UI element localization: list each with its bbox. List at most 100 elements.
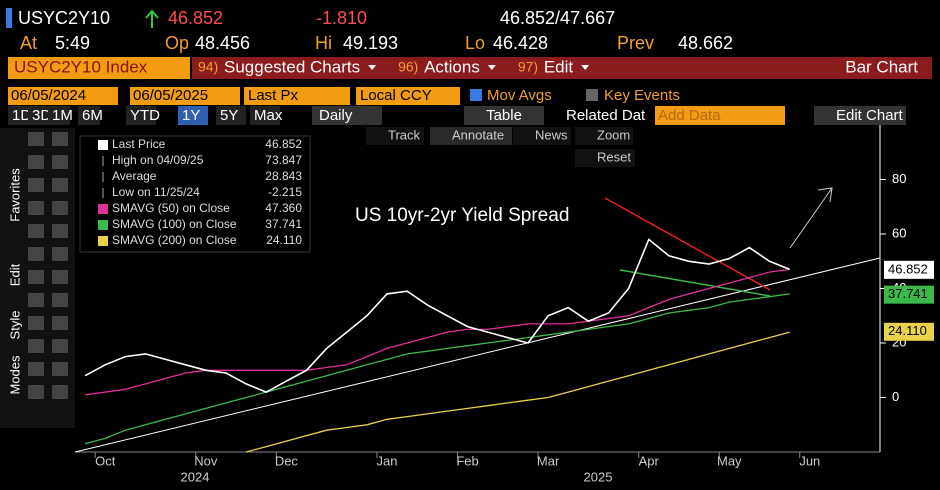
menu-number[interactable]: 94)	[198, 59, 218, 75]
period-label[interactable]: 6M	[82, 107, 103, 124]
edit-chart[interactable]: Edit Chart	[836, 107, 904, 124]
price-tag	[884, 322, 934, 341]
tool-icon[interactable]	[52, 247, 68, 261]
period-label[interactable]: 5Y	[220, 107, 238, 124]
period-label[interactable]: 1Y	[182, 107, 200, 124]
tool-icon[interactable]	[28, 385, 44, 399]
period-button[interactable]	[250, 106, 280, 125]
tool-icon[interactable]	[28, 362, 44, 376]
tool-button[interactable]	[430, 127, 512, 145]
tool-icon[interactable]	[52, 224, 68, 238]
tool-label[interactable]: Zoom	[597, 127, 630, 142]
table[interactable]: Table	[486, 107, 522, 124]
period-button[interactable]	[216, 106, 246, 125]
menu-bar	[192, 57, 932, 79]
period-button[interactable]	[8, 106, 30, 125]
security-box[interactable]	[8, 57, 190, 79]
field[interactable]: Last Px	[248, 87, 299, 104]
tool-label[interactable]: Track	[388, 127, 421, 142]
end-date-box[interactable]	[130, 87, 240, 105]
menu-label[interactable]: Edit	[544, 57, 574, 76]
currency-box[interactable]	[356, 87, 460, 105]
period-button[interactable]	[126, 106, 156, 125]
related[interactable]: Related Dat	[566, 107, 646, 124]
tool-button[interactable]	[575, 149, 635, 167]
x-tick-label: Jun	[799, 453, 820, 468]
tool-icon[interactable]	[52, 362, 68, 376]
start-date[interactable]: 06/05/2024	[11, 87, 86, 104]
table-box[interactable]	[464, 106, 544, 125]
tool-icon[interactable]	[52, 316, 68, 330]
tool-icon[interactable]	[52, 339, 68, 353]
tool-icon[interactable]	[52, 201, 68, 215]
chart-kind[interactable]: Bar Chart	[845, 57, 918, 76]
tool-label[interactable]: News	[535, 127, 568, 142]
open: 48.456	[195, 33, 250, 53]
tool-icon[interactable]	[28, 178, 44, 192]
add-data-box[interactable]	[655, 106, 785, 125]
tool-icon[interactable]	[52, 155, 68, 169]
period-button[interactable]	[48, 106, 70, 125]
tool-button[interactable]	[366, 127, 424, 145]
menu-number[interactable]: 97)	[518, 59, 538, 75]
end-date[interactable]: 06/05/2025	[133, 87, 208, 104]
tool-icon[interactable]	[52, 178, 68, 192]
legend-value: -2.215	[268, 185, 302, 199]
period-button[interactable]	[178, 106, 208, 125]
tool-icon[interactable]	[28, 339, 44, 353]
menu-label[interactable]: Suggested Charts	[224, 57, 360, 76]
sidebar-label[interactable]: Favorites	[7, 168, 22, 222]
menu-number[interactable]: 96)	[398, 59, 418, 75]
key-events[interactable]: Key Events	[604, 87, 680, 104]
period-label[interactable]: YTD	[130, 107, 160, 124]
sidebar-label[interactable]: Modes	[7, 355, 22, 395]
tool-icon[interactable]	[28, 316, 44, 330]
mov-avgs[interactable]: Mov Avgs	[487, 87, 552, 104]
tool-icon[interactable]	[28, 224, 44, 238]
legend-value: 37.741	[265, 217, 302, 231]
tool-icon[interactable]	[52, 385, 68, 399]
tool-icon[interactable]	[28, 201, 44, 215]
mov-avgs-checkbox[interactable]	[470, 89, 482, 101]
start-date-box[interactable]	[8, 87, 118, 105]
tool-icon[interactable]	[28, 155, 44, 169]
sidebar-label[interactable]: Edit	[7, 263, 22, 286]
key-events-checkbox[interactable]	[586, 89, 598, 101]
tool-icon[interactable]	[28, 270, 44, 284]
at-time: 5:49	[55, 33, 90, 53]
edit-chart-box[interactable]	[814, 106, 906, 125]
tool-icon[interactable]	[52, 270, 68, 284]
field-box[interactable]	[244, 87, 350, 105]
x-tick-label: Dec	[275, 453, 299, 468]
tool-button[interactable]	[575, 127, 633, 145]
tool-label[interactable]: Annotate	[452, 127, 504, 142]
tool-icon[interactable]	[28, 293, 44, 307]
legend-name: SMAVG (200) on Close	[112, 233, 237, 247]
tool-button[interactable]	[513, 127, 571, 145]
price-tag-label: 24.110	[888, 323, 927, 338]
sidebar-label[interactable]: Style	[7, 311, 22, 340]
period-label[interactable]: 1D	[12, 107, 31, 124]
menu-label[interactable]: Actions	[424, 57, 480, 76]
security[interactable]: USYC2Y10 Index	[14, 57, 148, 76]
tool-icon[interactable]	[52, 132, 68, 146]
period-label[interactable]: 3D	[32, 107, 51, 124]
period-button[interactable]	[28, 106, 50, 125]
tool-icon[interactable]	[28, 132, 44, 146]
y-tick-label: 60	[892, 225, 906, 240]
tool-icon[interactable]	[28, 247, 44, 261]
period-label[interactable]: Max	[254, 107, 283, 124]
currency[interactable]: Local CCY	[360, 87, 432, 104]
tool-label[interactable]: Reset	[597, 149, 631, 164]
frequency[interactable]: Daily	[319, 107, 353, 124]
prev-label: Prev	[617, 33, 654, 53]
triangle-upper	[604, 197, 771, 291]
frequency-box[interactable]	[312, 106, 382, 125]
x-tick-label: Apr	[639, 453, 660, 468]
tool-icon[interactable]	[52, 293, 68, 307]
add-data[interactable]: Add Data	[658, 107, 721, 124]
period-button[interactable]	[78, 106, 100, 125]
legend-name: Low on 11/25/24	[112, 185, 200, 199]
period-label[interactable]: 1M	[52, 107, 73, 124]
last-price: 46.852	[168, 8, 223, 28]
